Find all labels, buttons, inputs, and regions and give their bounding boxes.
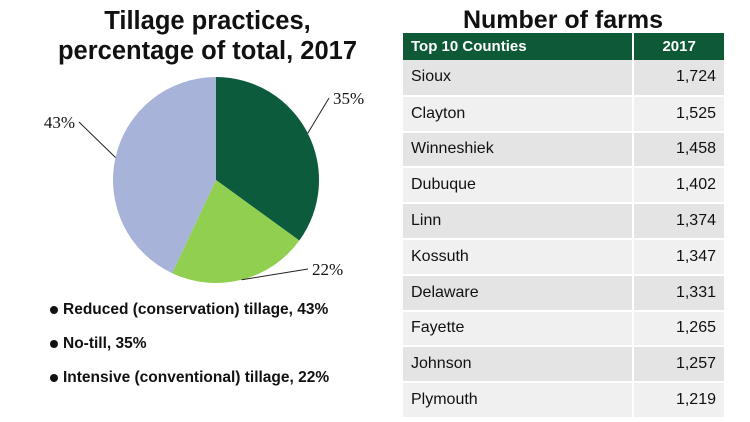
leader-line xyxy=(307,97,330,134)
farms-count-cell: 1,724 xyxy=(632,60,724,97)
county-cell: Dubuque xyxy=(403,167,634,205)
table-row: Winneshiek 1,458 xyxy=(403,131,724,169)
table-row: Plymouth 1,219 xyxy=(403,382,724,419)
farms-count-cell: 1,458 xyxy=(632,131,724,169)
county-cell: Fayette xyxy=(403,310,634,348)
tillage-pie-panel: Tillage practices, percentage of total, … xyxy=(20,6,395,395)
slice-label: 35% xyxy=(333,89,364,108)
county-cell: Clayton xyxy=(403,95,634,133)
table-row: Delaware 1,331 xyxy=(403,274,724,312)
bullet-icon xyxy=(50,374,58,382)
slice-label: 43% xyxy=(44,113,75,132)
table-row: Sioux 1,724 xyxy=(403,60,724,97)
pie-slice-no-till xyxy=(216,77,319,241)
table-row: Johnson 1,257 xyxy=(403,346,724,384)
pie-slice-reduced-conservation-tillage xyxy=(113,77,216,274)
farms-table-panel: Number of farms Top 10 Counties 2017 Sio… xyxy=(403,0,743,422)
tillage-pie-chart: 35% 22% 43% xyxy=(44,77,364,283)
legend-label: Reduced (conservation) tillage, 43% xyxy=(63,301,329,318)
farms-count-cell: 1,525 xyxy=(632,95,724,133)
column-header-year: 2017 xyxy=(632,33,724,60)
county-cell: Johnson xyxy=(403,346,634,384)
county-cell: Linn xyxy=(403,203,634,240)
leader-line xyxy=(241,268,309,281)
table-row: Dubuque 1,402 xyxy=(403,167,724,205)
bullet-icon xyxy=(50,340,58,348)
county-cell: Kossuth xyxy=(403,238,634,276)
farms-count-cell: 1,374 xyxy=(632,203,724,240)
bullet-icon xyxy=(50,306,58,314)
farms-count-cell: 1,347 xyxy=(632,238,724,276)
pie-legend: Reduced (conservation) tillage, 43% No-t… xyxy=(50,293,329,395)
pie-slice-intensive-conventional-tillage xyxy=(172,180,300,283)
legend-item-intensive-tillage: Intensive (conventional) tillage, 22% xyxy=(50,361,329,395)
column-header-county: Top 10 Counties xyxy=(403,33,634,60)
table-title: Number of farms xyxy=(462,6,664,34)
county-cell: Plymouth xyxy=(403,382,634,419)
legend-label: Intensive (conventional) tillage, 22% xyxy=(63,369,330,386)
county-cell: Sioux xyxy=(403,60,634,97)
pie-title-line-1: Tillage practices, xyxy=(104,7,311,35)
farms-table: Top 10 Counties 2017 Sioux 1,724 Clayton… xyxy=(403,33,724,419)
legend-item-reduced-tillage: Reduced (conservation) tillage, 43% xyxy=(50,293,329,327)
table-row: Fayette 1,265 xyxy=(403,310,724,348)
leader-line xyxy=(78,121,116,158)
slice-label: 22% xyxy=(312,260,343,279)
table-row: Linn 1,374 xyxy=(403,203,724,240)
county-cell: Delaware xyxy=(403,274,634,312)
pie-title-line-2: percentage of total, 2017 xyxy=(57,37,357,65)
legend-item-no-till: No-till, 35% xyxy=(50,327,329,361)
farms-count-cell: 1,219 xyxy=(632,382,724,419)
farms-count-cell: 1,265 xyxy=(632,310,724,348)
county-cell: Winneshiek xyxy=(403,131,634,169)
table-row: Clayton 1,525 xyxy=(403,95,724,133)
pie-chart-title: Tillage practices, percentage of total, … xyxy=(20,6,395,66)
legend-label: No-till, 35% xyxy=(63,335,147,352)
table-row: Kossuth 1,347 xyxy=(403,238,724,276)
farms-count-cell: 1,402 xyxy=(632,167,724,205)
farms-count-cell: 1,331 xyxy=(632,274,724,312)
table-header-row: Top 10 Counties 2017 xyxy=(403,33,724,60)
farms-count-cell: 1,257 xyxy=(632,346,724,384)
